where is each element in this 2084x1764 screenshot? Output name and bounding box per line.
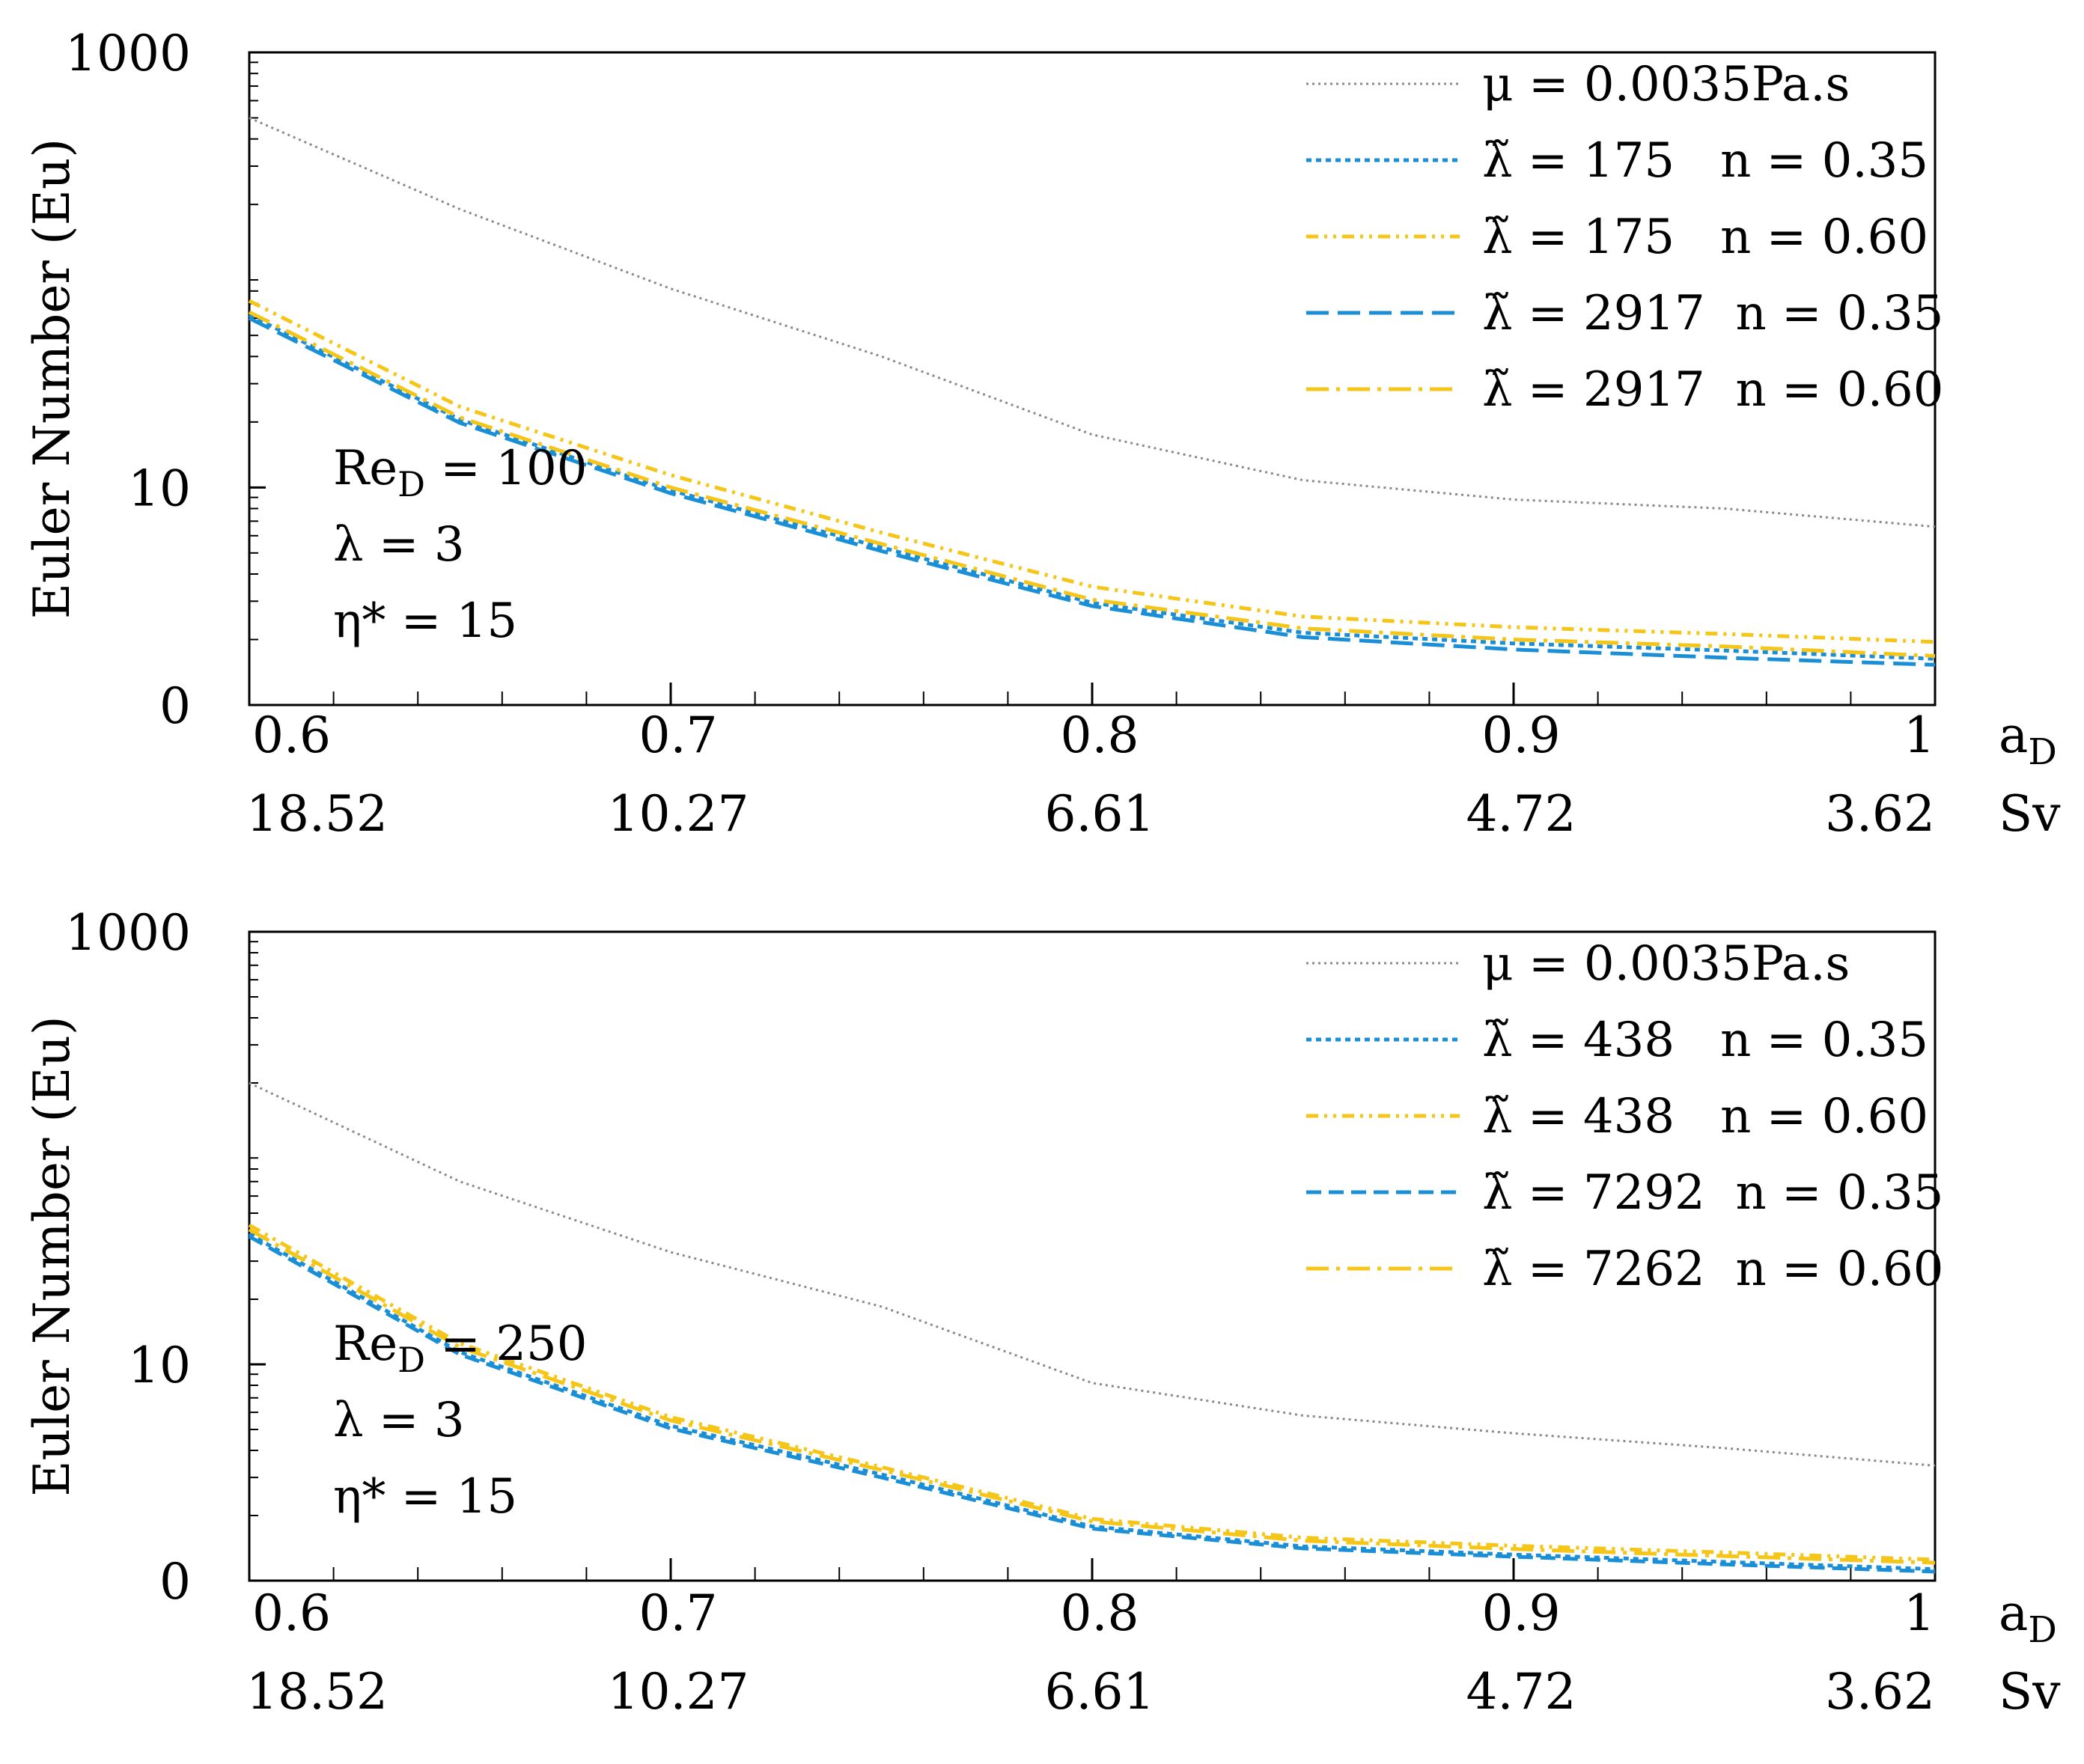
x2-tick-label: 10.27 [608,785,749,843]
legend-label: μ = 0.0035Pa.s [1482,57,1850,112]
x-axis-title: aD [1999,1584,2057,1651]
annotation-text: η* = 15 [333,593,517,649]
x-tick-label: 0.6 [252,1584,331,1642]
x-tick-label: 0.6 [252,706,331,764]
x2-axis-title: Sv [1999,1663,2061,1721]
x-tick-label: 0.8 [1061,1584,1139,1642]
y-axis-title: Euler Number (Eu) [23,138,81,619]
legend-label: λ̃ = 175 n = 0.35 [1482,133,1928,189]
y-axis-title: Euler Number (Eu) [23,1016,81,1496]
legend-label: λ̃ = 7292 n = 0.35 [1482,1165,1943,1221]
series-line-2 [248,299,1936,644]
x2-tick-label: 6.61 [1045,785,1155,843]
annotation-text: λ = 3 [333,517,465,573]
annotation-text: λ = 3 [333,1393,465,1448]
x-tick-label: 0.9 [1482,706,1561,764]
x2-tick-label: 6.61 [1045,1663,1155,1721]
legend-label: λ̃ = 438 n = 0.60 [1482,1089,1928,1144]
y-tick-label: 10 [128,460,191,517]
legend-label: λ̃ = 7262 n = 0.60 [1482,1242,1943,1297]
series-line-2 [248,1223,1936,1562]
chart-panel-bottom: 1000 10 0 Euler Number (Eu) 0.6 18.52 0.7 10.27… [23,904,2061,1721]
x2-tick-label: 4.72 [1466,1663,1576,1721]
x2-tick-label: 3.62 [1825,785,1935,843]
series-line-3 [248,1235,1936,1574]
series-line-3 [248,316,1936,667]
x2-tick-label: 3.62 [1825,1663,1935,1721]
series-line-4 [248,310,1936,658]
x-tick-label: 1 [1904,1584,1935,1642]
x2-tick-label: 4.72 [1466,785,1576,843]
legend-label: λ̃ = 2917 n = 0.60 [1482,362,1943,418]
series-line-1 [248,1232,1936,1572]
y-tick-label: 0 [159,1553,191,1611]
legend-label: λ̃ = 2917 n = 0.35 [1482,286,1943,341]
x-tick-label: 0.8 [1061,706,1139,764]
series-line-4 [248,1227,1936,1565]
x-tick-label: 1 [1904,706,1935,764]
y-tick-label: 1000 [65,25,191,82]
legend-label: λ̃ = 175 n = 0.60 [1482,210,1928,265]
x2-tick-label: 18.52 [246,785,388,843]
x-tick-label: 0.9 [1482,1584,1561,1642]
annotation-text: η* = 15 [333,1469,517,1525]
series-line-0 [249,1081,1936,1467]
annotation-text: ReD = 100 [333,441,587,504]
x-tick-label: 0.7 [639,706,718,764]
y-tick-label: 0 [159,677,191,735]
legend-label: λ̃ = 438 n = 0.35 [1482,1013,1928,1068]
y-tick-label: 1000 [65,904,191,962]
legend-label: μ = 0.0035Pa.s [1482,936,1850,992]
annotation-text: ReD = 250 [333,1316,587,1380]
y-tick-label: 10 [128,1337,191,1394]
x-tick-label: 0.7 [639,1584,718,1642]
x2-tick-label: 10.27 [608,1663,749,1721]
series-line-0 [249,117,1936,528]
x2-axis-title: Sv [1999,785,2061,843]
x-axis-title: aD [1999,706,2057,773]
chart-panel-top: 1000 10 0 Euler Number (Eu) 0.6 18.52 0.7 10.27… [23,25,2061,843]
x2-tick-label: 18.52 [246,1663,388,1721]
